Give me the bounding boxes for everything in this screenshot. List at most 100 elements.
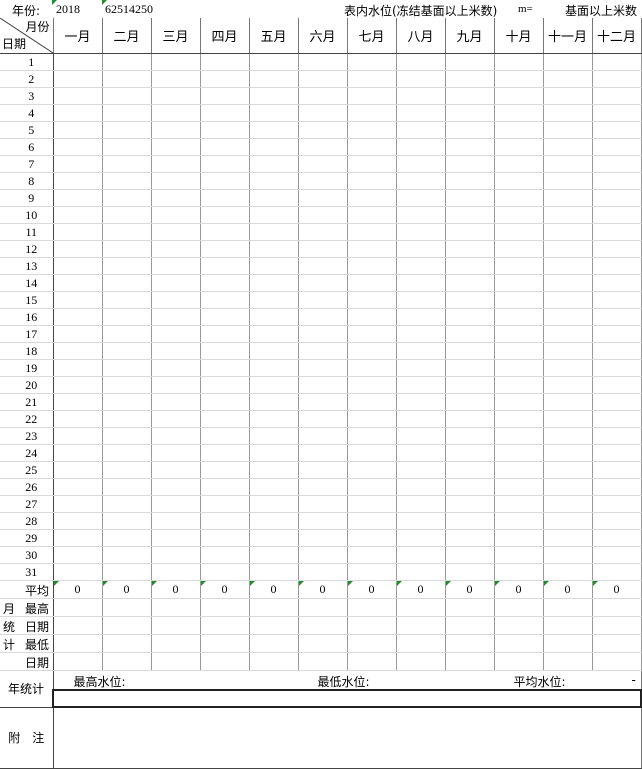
data-cell[interactable]	[200, 308, 250, 326]
data-cell[interactable]	[298, 138, 348, 156]
data-cell[interactable]	[543, 257, 593, 275]
data-cell[interactable]	[102, 70, 152, 88]
data-cell[interactable]	[445, 87, 495, 105]
data-cell[interactable]	[494, 87, 544, 105]
data-cell[interactable]	[102, 376, 152, 394]
data-cell[interactable]	[543, 308, 593, 326]
data-cell[interactable]	[445, 546, 495, 564]
data-cell[interactable]	[298, 427, 348, 445]
data-cell[interactable]	[249, 87, 299, 105]
data-cell[interactable]	[102, 121, 152, 139]
data-cell[interactable]	[543, 512, 593, 530]
data-cell[interactable]	[53, 546, 103, 564]
data-cell[interactable]	[494, 240, 544, 258]
data-cell[interactable]	[396, 87, 446, 105]
data-cell[interactable]	[249, 634, 299, 653]
data-cell[interactable]	[445, 206, 495, 224]
data-cell[interactable]	[151, 257, 201, 275]
data-cell[interactable]	[494, 138, 544, 156]
data-cell[interactable]	[102, 529, 152, 547]
data-cell[interactable]	[249, 393, 299, 411]
data-cell[interactable]	[445, 274, 495, 292]
data-cell[interactable]	[592, 308, 642, 326]
data-cell[interactable]	[200, 546, 250, 564]
data-cell[interactable]	[53, 53, 103, 71]
data-cell[interactable]	[445, 563, 495, 581]
data-cell[interactable]	[445, 257, 495, 275]
data-cell[interactable]	[396, 308, 446, 326]
data-cell[interactable]	[445, 121, 495, 139]
data-cell[interactable]	[151, 206, 201, 224]
data-cell[interactable]	[298, 240, 348, 258]
data-cell[interactable]	[445, 53, 495, 71]
data-cell[interactable]	[347, 308, 397, 326]
data-cell[interactable]	[543, 598, 593, 617]
data-cell[interactable]	[102, 172, 152, 190]
data-cell[interactable]	[151, 223, 201, 241]
data-cell[interactable]	[494, 376, 544, 394]
data-cell[interactable]	[249, 495, 299, 513]
data-cell[interactable]	[151, 240, 201, 258]
data-cell[interactable]	[200, 138, 250, 156]
data-cell[interactable]	[445, 342, 495, 360]
data-cell[interactable]	[298, 291, 348, 309]
data-cell[interactable]	[347, 563, 397, 581]
data-cell[interactable]	[249, 274, 299, 292]
data-cell[interactable]	[543, 121, 593, 139]
data-cell[interactable]	[494, 172, 544, 190]
data-cell[interactable]	[249, 342, 299, 360]
data-cell[interactable]	[592, 342, 642, 360]
data-cell[interactable]	[396, 274, 446, 292]
data-cell[interactable]	[494, 104, 544, 122]
data-cell[interactable]	[298, 546, 348, 564]
monthly-average-cell[interactable]: 0	[543, 580, 593, 599]
data-cell[interactable]	[396, 121, 446, 139]
data-cell[interactable]	[102, 138, 152, 156]
data-cell[interactable]	[102, 495, 152, 513]
data-cell[interactable]	[102, 342, 152, 360]
data-cell[interactable]	[53, 274, 103, 292]
data-cell[interactable]	[494, 274, 544, 292]
data-cell[interactable]	[543, 87, 593, 105]
data-cell[interactable]	[592, 598, 642, 617]
data-cell[interactable]	[151, 70, 201, 88]
data-cell[interactable]	[445, 427, 495, 445]
data-cell[interactable]	[543, 616, 593, 635]
data-cell[interactable]	[347, 325, 397, 343]
data-cell[interactable]	[200, 563, 250, 581]
data-cell[interactable]	[494, 461, 544, 479]
data-cell[interactable]	[200, 104, 250, 122]
data-cell[interactable]	[200, 172, 250, 190]
data-cell[interactable]	[102, 189, 152, 207]
data-cell[interactable]	[494, 206, 544, 224]
data-cell[interactable]	[592, 104, 642, 122]
data-cell[interactable]	[102, 616, 152, 635]
data-cell[interactable]	[396, 427, 446, 445]
data-cell[interactable]	[592, 478, 642, 496]
data-cell[interactable]	[592, 257, 642, 275]
data-cell[interactable]	[53, 376, 103, 394]
data-cell[interactable]	[396, 240, 446, 258]
data-cell[interactable]	[543, 70, 593, 88]
monthly-average-cell[interactable]: 0	[249, 580, 299, 599]
remarks-cell[interactable]	[53, 706, 642, 769]
data-cell[interactable]	[53, 121, 103, 139]
data-cell[interactable]	[249, 563, 299, 581]
data-cell[interactable]	[102, 410, 152, 428]
data-cell[interactable]	[592, 138, 642, 156]
data-cell[interactable]	[396, 512, 446, 530]
data-cell[interactable]	[396, 70, 446, 88]
data-cell[interactable]	[396, 104, 446, 122]
data-cell[interactable]	[347, 478, 397, 496]
data-cell[interactable]	[298, 616, 348, 635]
data-cell[interactable]	[298, 104, 348, 122]
data-cell[interactable]	[396, 53, 446, 71]
data-cell[interactable]	[200, 189, 250, 207]
data-cell[interactable]	[445, 598, 495, 617]
data-cell[interactable]	[200, 376, 250, 394]
data-cell[interactable]	[249, 121, 299, 139]
data-cell[interactable]	[151, 342, 201, 360]
data-cell[interactable]	[396, 598, 446, 617]
data-cell[interactable]	[347, 172, 397, 190]
data-cell[interactable]	[543, 342, 593, 360]
